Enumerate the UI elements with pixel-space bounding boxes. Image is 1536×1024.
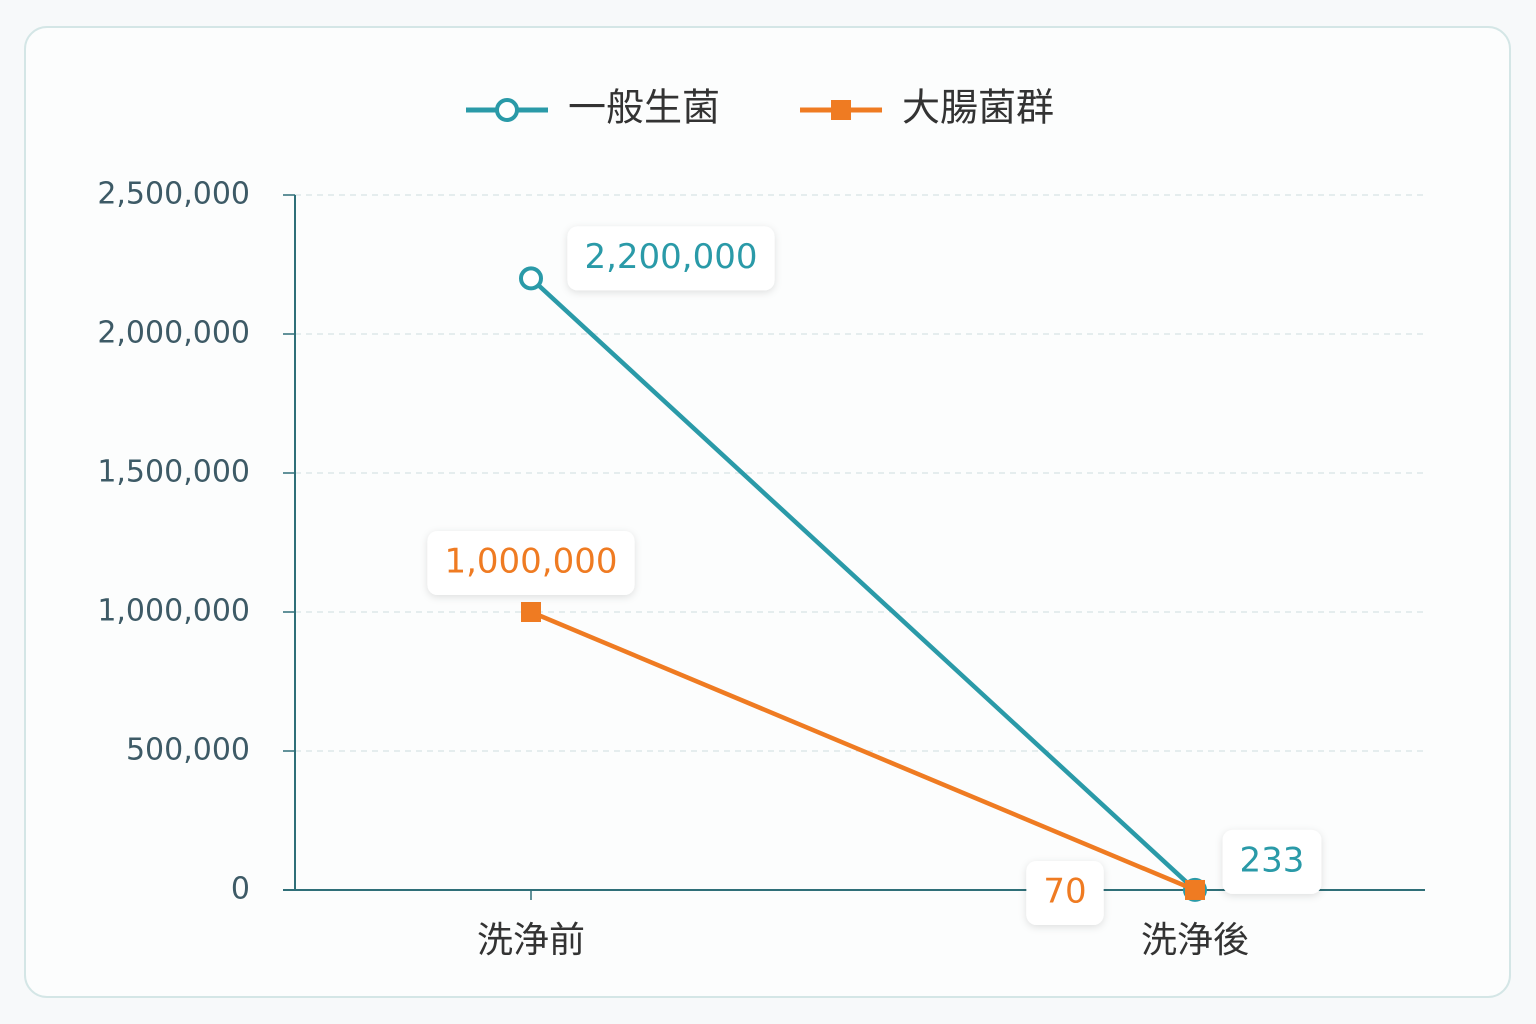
legend-marker: [831, 100, 852, 120]
x-tick-label: 洗浄後: [1141, 920, 1249, 961]
y-tick-label: 1,500,000: [97, 455, 250, 490]
x-tick-label: 洗浄前: [477, 920, 585, 961]
value-label-text: 1,000,000: [444, 542, 617, 582]
value-label-text: 2,200,000: [584, 237, 757, 277]
y-tick-label: 2,000,000: [97, 316, 250, 351]
value-label-text: 233: [1240, 840, 1305, 880]
series-line: [530, 609, 1196, 893]
value-label: 2,200,000: [567, 226, 775, 291]
value-label: 233: [1222, 829, 1322, 894]
value-label-text: 70: [1043, 871, 1086, 911]
point: [1185, 879, 1205, 900]
value-label: 70: [1026, 860, 1104, 925]
value-label-box: [1026, 860, 1104, 925]
legend-marker: [495, 98, 519, 122]
point: [519, 266, 543, 291]
series-line: [529, 276, 1197, 892]
y-tick-label: 1,000,000: [97, 594, 250, 629]
value-label-box: [567, 226, 775, 291]
y-tick-label: 0: [231, 872, 250, 907]
value-label: 1,000,000: [427, 531, 635, 595]
value-label-box: [427, 531, 635, 595]
value-label-box: [1222, 829, 1322, 894]
legend-label: 一般生菌: [568, 86, 720, 130]
card: [24, 26, 1511, 998]
legend-label: 大腸菌群: [902, 86, 1054, 130]
y-tick-label: 500,000: [126, 733, 250, 768]
point: [521, 602, 541, 622]
y-tick-label: 2,500,000: [97, 177, 250, 212]
